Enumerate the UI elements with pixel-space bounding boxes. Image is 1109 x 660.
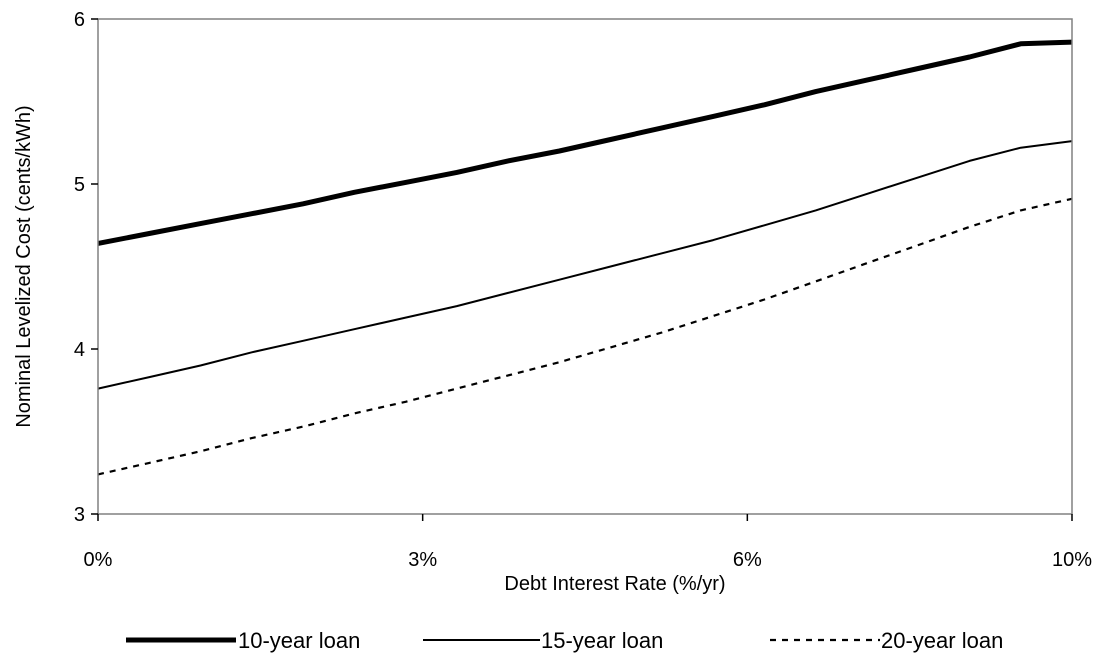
y-axis-title: Nominal Levelized Cost (cents/kWh) [13, 105, 35, 427]
plot-area [97, 18, 1073, 515]
x-axis-title: Debt Interest Rate (%/yr) [504, 573, 725, 595]
legend-label-3: 20-year loan [881, 628, 1003, 653]
x-tick-label: 10% [1052, 549, 1092, 571]
x-tick-label: 3% [408, 549, 437, 571]
x-tick-label: 6% [733, 549, 762, 571]
legend-label-1: 10-year loan [238, 628, 360, 653]
series-line-3 [97, 197, 1073, 476]
x-tick-label: 0% [84, 549, 113, 571]
series-line-1 [97, 39, 1073, 246]
series-line-2 [97, 140, 1073, 390]
y-tick-label: 3 [74, 504, 85, 526]
y-tick-label: 6 [74, 9, 85, 31]
legend-label-2: 15-year loan [541, 628, 663, 653]
y-tick-label: 5 [74, 174, 85, 196]
y-tick-label: 4 [74, 339, 85, 361]
